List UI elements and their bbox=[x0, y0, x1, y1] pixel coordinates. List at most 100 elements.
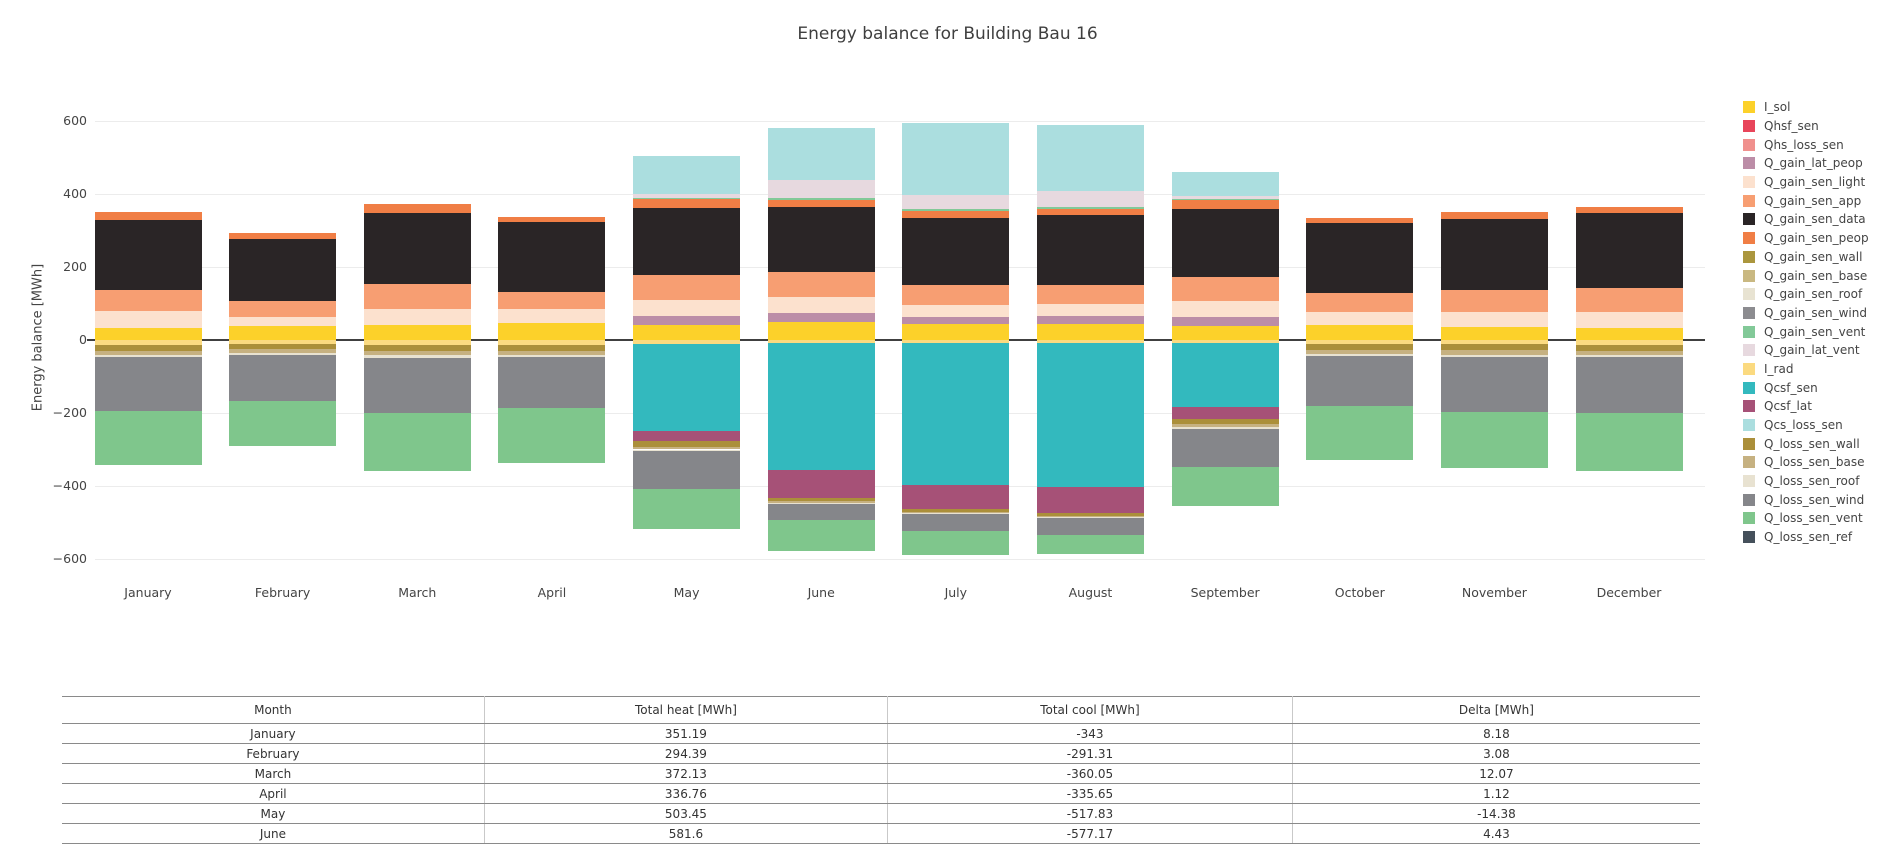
legend-item-Q_gain_sen_data[interactable]: Q_gain_sen_data bbox=[1743, 210, 1869, 229]
bar-segment-Q_gain_sen_data-August[interactable] bbox=[1036, 215, 1144, 285]
bar-segment-Q_loss_sen_roof-October[interactable] bbox=[1306, 353, 1414, 357]
bar-segment-Q_gain_lat_vent-August[interactable] bbox=[1036, 191, 1144, 207]
bar-segment-I_rad-November[interactable] bbox=[1440, 340, 1548, 345]
bar-segment-Qcsf_sen-September[interactable] bbox=[1171, 342, 1279, 407]
legend-item-I_sol[interactable]: I_sol bbox=[1743, 98, 1869, 117]
bar-segment-Q_loss_sen_wind-May[interactable] bbox=[633, 450, 741, 490]
legend-item-I_rad[interactable]: I_rad bbox=[1743, 360, 1869, 379]
bar-segment-Q_loss_sen_vent-February[interactable] bbox=[229, 400, 337, 447]
bar-segment-Q_gain_sen_light-April[interactable] bbox=[498, 309, 606, 324]
bar-segment-I_sol-February[interactable] bbox=[229, 326, 337, 340]
legend-item-Q_gain_sen_light[interactable]: Q_gain_sen_light bbox=[1743, 173, 1869, 192]
bar-segment-Q_loss_sen_wind-December[interactable] bbox=[1575, 357, 1683, 413]
bar-segment-Q_loss_sen_wall-January[interactable] bbox=[94, 344, 202, 351]
bar-segment-Q_gain_sen_app-December[interactable] bbox=[1575, 288, 1683, 312]
bar-segment-I_rad-June[interactable] bbox=[767, 340, 875, 344]
bar-segment-Q_loss_sen_base-October[interactable] bbox=[1306, 349, 1414, 354]
bar-segment-Qcsf_sen-August[interactable] bbox=[1036, 342, 1144, 488]
bar-segment-Q_loss_sen_roof-November[interactable] bbox=[1440, 354, 1548, 357]
bar-segment-Q_gain_sen_peop-February[interactable] bbox=[229, 232, 337, 239]
bar-segment-I_sol-December[interactable] bbox=[1575, 327, 1683, 340]
bar-segment-Q_gain_sen_peop-June[interactable] bbox=[767, 199, 875, 208]
legend-item-Q_gain_sen_base[interactable]: Q_gain_sen_base bbox=[1743, 266, 1869, 285]
bar-segment-Q_loss_sen_vent-September[interactable] bbox=[1171, 467, 1279, 507]
bar-segment-Q_loss_sen_wall-February[interactable] bbox=[229, 344, 337, 350]
bar-segment-Q_gain_sen_light-September[interactable] bbox=[1171, 301, 1279, 317]
bar-segment-Q_gain_sen_peop-April[interactable] bbox=[498, 216, 606, 223]
legend-item-Q_gain_lat_vent[interactable]: Q_gain_lat_vent bbox=[1743, 341, 1869, 360]
bar-segment-I_rad-December[interactable] bbox=[1575, 340, 1683, 345]
legend-item-Q_loss_sen_vent[interactable]: Q_loss_sen_vent bbox=[1743, 509, 1869, 528]
bar-segment-Q_gain_sen_app-November[interactable] bbox=[1440, 290, 1548, 312]
bar-segment-Q_gain_sen_vent-September[interactable] bbox=[1171, 199, 1279, 200]
bar-segment-Q_gain_lat_peop-August[interactable] bbox=[1036, 315, 1144, 324]
bar-segment-Q_gain_lat_peop-May[interactable] bbox=[633, 316, 741, 325]
bar-segment-Q_gain_sen_light-January[interactable] bbox=[94, 311, 202, 328]
bar-segment-Q_loss_sen_base-June[interactable] bbox=[767, 500, 875, 504]
bar-segment-Q_gain_sen_peop-March[interactable] bbox=[363, 204, 471, 214]
bar-segment-I_sol-June[interactable] bbox=[767, 321, 875, 340]
bar-segment-Q_loss_sen_vent-March[interactable] bbox=[363, 413, 471, 472]
bar-segment-Q_loss_sen_base-September[interactable] bbox=[1171, 423, 1279, 428]
bar-segment-I_sol-January[interactable] bbox=[94, 327, 202, 340]
bar-segment-I_rad-May[interactable] bbox=[633, 340, 741, 344]
bar-segment-Q_loss_sen_vent-October[interactable] bbox=[1306, 406, 1414, 461]
bar-segment-Q_gain_sen_app-April[interactable] bbox=[498, 291, 606, 310]
bar-segment-Q_gain_sen_peop-July[interactable] bbox=[902, 211, 1010, 218]
bar-segment-Q_gain_sen_data-September[interactable] bbox=[1171, 208, 1279, 278]
bar-segment-Q_loss_sen_wind-November[interactable] bbox=[1440, 356, 1548, 412]
bar-segment-Q_loss_sen_wall-October[interactable] bbox=[1306, 344, 1414, 350]
bar-segment-Q_loss_sen_wall-September[interactable] bbox=[1171, 419, 1279, 424]
bar-segment-Q_loss_sen_roof-December[interactable] bbox=[1575, 354, 1683, 358]
bar-segment-Q_loss_sen_wind-January[interactable] bbox=[94, 357, 202, 412]
bar-segment-I_rad-October[interactable] bbox=[1306, 340, 1414, 345]
bar-segment-Q_loss_sen_vent-December[interactable] bbox=[1575, 412, 1683, 472]
bar-segment-Q_loss_sen_base-August[interactable] bbox=[1036, 515, 1144, 518]
legend-item-Q_gain_sen_roof[interactable]: Q_gain_sen_roof bbox=[1743, 285, 1869, 304]
bar-segment-I_rad-March[interactable] bbox=[363, 340, 471, 346]
bar-segment-Q_gain_sen_data-January[interactable] bbox=[94, 219, 202, 290]
bar-segment-Q_gain_sen_vent-August[interactable] bbox=[1036, 206, 1144, 209]
bar-segment-Q_loss_sen_wall-July[interactable] bbox=[902, 508, 1010, 512]
bar-segment-Q_gain_sen_light-March[interactable] bbox=[363, 309, 471, 326]
bar-segment-Q_gain_sen_data-March[interactable] bbox=[363, 213, 471, 285]
bar-segment-Q_gain_sen_light-August[interactable] bbox=[1036, 303, 1144, 316]
legend-item-Q_gain_sen_app[interactable]: Q_gain_sen_app bbox=[1743, 191, 1869, 210]
bar-segment-Q_loss_sen_vent-June[interactable] bbox=[767, 519, 875, 551]
bar-segment-Qcs_loss_sen-June[interactable] bbox=[767, 127, 875, 180]
bar-segment-Q_loss_sen_base-May[interactable] bbox=[633, 446, 741, 450]
bar-segment-Q_loss_sen_base-April[interactable] bbox=[498, 350, 606, 355]
bar-segment-Q_loss_sen_base-January[interactable] bbox=[94, 350, 202, 355]
bar-segment-I_sol-May[interactable] bbox=[633, 324, 741, 340]
legend-item-Qcs_loss_sen[interactable]: Qcs_loss_sen bbox=[1743, 416, 1869, 435]
bar-segment-Q_gain_sen_app-May[interactable] bbox=[633, 275, 741, 300]
legend-item-Qhs_loss_sen[interactable]: Qhs_loss_sen bbox=[1743, 135, 1869, 154]
bar-segment-Q_gain_sen_app-February[interactable] bbox=[229, 300, 337, 318]
bar-segment-Q_gain_sen_light-February[interactable] bbox=[229, 317, 337, 327]
bar-segment-Q_gain_lat_peop-July[interactable] bbox=[902, 316, 1010, 325]
bar-segment-Q_gain_sen_light-November[interactable] bbox=[1440, 311, 1548, 327]
bar-segment-Q_loss_sen_base-November[interactable] bbox=[1440, 350, 1548, 355]
legend-item-Q_loss_sen_ref[interactable]: Q_loss_sen_ref bbox=[1743, 528, 1869, 547]
bar-segment-Q_loss_sen_vent-May[interactable] bbox=[633, 489, 741, 530]
legend-item-Q_loss_sen_base[interactable]: Q_loss_sen_base bbox=[1743, 453, 1869, 472]
bar-segment-Q_gain_sen_peop-January[interactable] bbox=[94, 211, 202, 220]
bar-segment-Q_gain_sen_vent-May[interactable] bbox=[633, 198, 741, 200]
bar-segment-Qcsf_lat-May[interactable] bbox=[633, 431, 741, 442]
bar-segment-Q_gain_lat_peop-June[interactable] bbox=[767, 312, 875, 322]
bar-segment-Q_loss_sen_roof-June[interactable] bbox=[767, 503, 875, 505]
bar-segment-Q_gain_sen_light-May[interactable] bbox=[633, 299, 741, 317]
bar-segment-Qcs_loss_sen-August[interactable] bbox=[1036, 124, 1144, 192]
bar-segment-Qcsf_lat-July[interactable] bbox=[902, 485, 1010, 509]
bar-segment-Qcsf_lat-August[interactable] bbox=[1036, 487, 1144, 513]
bar-segment-Q_loss_sen_roof-May[interactable] bbox=[633, 449, 741, 451]
bar-segment-Q_loss_sen_base-December[interactable] bbox=[1575, 350, 1683, 355]
bar-segment-I_rad-September[interactable] bbox=[1171, 340, 1279, 343]
bar-segment-Q_gain_lat_peop-September[interactable] bbox=[1171, 317, 1279, 327]
bar-segment-I_rad-January[interactable] bbox=[94, 340, 202, 345]
legend-item-Q_gain_lat_peop[interactable]: Q_gain_lat_peop bbox=[1743, 154, 1869, 173]
legend-item-Q_loss_sen_roof[interactable]: Q_loss_sen_roof bbox=[1743, 472, 1869, 491]
bar-segment-Q_loss_sen_base-February[interactable] bbox=[229, 349, 337, 353]
bar-segment-Qcsf_sen-May[interactable] bbox=[633, 343, 741, 432]
bar-segment-Q_gain_lat_vent-June[interactable] bbox=[767, 179, 875, 198]
